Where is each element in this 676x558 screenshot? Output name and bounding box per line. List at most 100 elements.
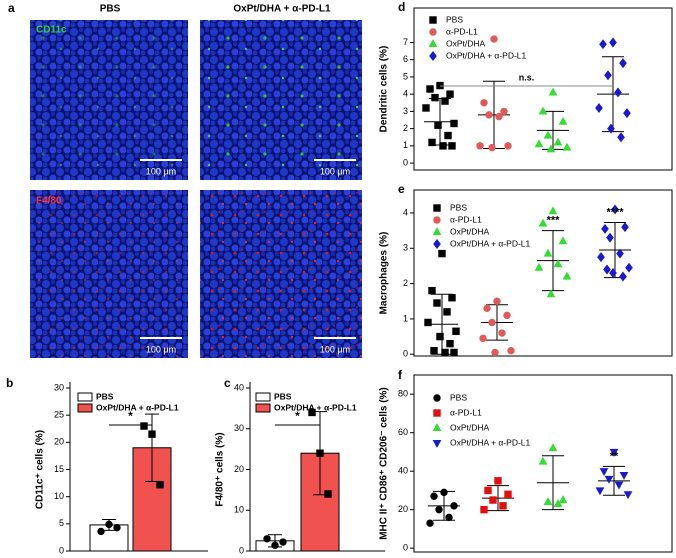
legend-label: PBS bbox=[274, 391, 292, 401]
y-axis-label: CD11c⁺ cells (%) bbox=[35, 430, 46, 509]
data-point bbox=[484, 486, 492, 495]
y-tick-label: 4 bbox=[403, 207, 408, 217]
legend-label: PBS bbox=[450, 202, 467, 212]
data-point bbox=[507, 347, 515, 355]
panel-label: e bbox=[398, 182, 405, 196]
y-tick-label: 40 bbox=[234, 382, 244, 392]
legend-marker bbox=[432, 423, 442, 432]
data-point bbox=[562, 142, 572, 151]
legend-label: OxPt/DHA + α-PD-L1 bbox=[446, 50, 527, 60]
y-tick-label: 40 bbox=[398, 466, 408, 476]
scale-bar-label: 100 μm bbox=[320, 166, 350, 176]
data-point bbox=[562, 271, 572, 280]
data-point bbox=[543, 497, 553, 506]
data-point bbox=[434, 121, 442, 129]
data-point bbox=[504, 142, 512, 150]
data-point bbox=[617, 132, 625, 143]
data-point bbox=[263, 535, 271, 543]
data-point bbox=[446, 90, 454, 98]
data-point bbox=[156, 481, 164, 489]
y-tick-label: 20 bbox=[398, 504, 408, 514]
data-point bbox=[599, 39, 607, 50]
data-point bbox=[538, 456, 548, 465]
data-point bbox=[271, 541, 279, 549]
y-axis-label: Dendritic cells (%) bbox=[379, 46, 390, 133]
plot-frame bbox=[413, 7, 673, 171]
data-point bbox=[614, 481, 624, 490]
legend-label: OxPt/DHA + α-PD-L1 bbox=[96, 402, 179, 412]
data-point bbox=[499, 502, 507, 510]
legend-marker bbox=[429, 28, 437, 36]
data-point bbox=[546, 289, 556, 298]
data-point bbox=[619, 471, 629, 480]
y-axis-label: MHC II⁺ CD86⁺ CD206⁻ cells (%) bbox=[379, 387, 390, 540]
data-point bbox=[614, 87, 622, 98]
data-point bbox=[426, 85, 434, 93]
data-point bbox=[433, 299, 441, 307]
y-tick-label: 80 bbox=[398, 389, 408, 399]
plot-frame bbox=[413, 374, 673, 553]
data-point bbox=[430, 492, 438, 500]
y-tick-label: 20 bbox=[234, 464, 244, 474]
y-axis-label: Macrophages (%) bbox=[379, 232, 390, 315]
legend-marker bbox=[433, 204, 441, 212]
data-point bbox=[485, 111, 493, 119]
data-point bbox=[426, 519, 434, 527]
data-point bbox=[616, 248, 624, 259]
legend-label: α-PD-L1 bbox=[450, 407, 482, 417]
legend-label: α-PD-L1 bbox=[446, 26, 478, 36]
y-tick-label: 0 bbox=[59, 545, 64, 555]
data-point bbox=[324, 490, 332, 498]
data-point bbox=[279, 538, 287, 546]
legend-label: PBS bbox=[450, 392, 467, 402]
data-point bbox=[500, 107, 508, 116]
data-point bbox=[489, 496, 497, 504]
data-point bbox=[450, 502, 458, 510]
data-point bbox=[595, 487, 605, 496]
data-point bbox=[558, 116, 568, 125]
micrograph: 100 μm bbox=[200, 20, 362, 180]
data-point bbox=[491, 348, 499, 357]
column-header: PBS bbox=[100, 4, 121, 15]
data-point bbox=[148, 430, 156, 438]
y-tick-label: 2 bbox=[403, 123, 408, 133]
y-tick-label: 0 bbox=[403, 157, 408, 167]
data-point bbox=[619, 58, 627, 69]
data-point bbox=[604, 70, 612, 81]
legend-label: PBS bbox=[96, 391, 114, 401]
legend-label: OxPt/DHA + α-PD-L1 bbox=[450, 238, 531, 248]
data-point bbox=[438, 249, 446, 258]
data-point bbox=[548, 443, 558, 452]
data-point bbox=[595, 102, 603, 113]
data-point bbox=[480, 505, 488, 514]
y-tick-label: 0 bbox=[239, 545, 244, 555]
data-point bbox=[452, 327, 460, 335]
y-tick-label: 0 bbox=[403, 349, 408, 359]
legend-swatch bbox=[77, 403, 93, 413]
data-point bbox=[553, 499, 563, 507]
data-point bbox=[611, 204, 619, 215]
data-point bbox=[599, 468, 609, 477]
y-tick-label: 3 bbox=[403, 106, 408, 116]
stain-label: CD11c bbox=[36, 25, 67, 36]
data-point bbox=[436, 332, 444, 341]
plot-frame bbox=[413, 189, 673, 357]
significance-label: n.s. bbox=[519, 72, 535, 82]
micrograph: CD11c 100 μm bbox=[30, 20, 188, 180]
significance-label: ** bbox=[610, 450, 619, 462]
data-point bbox=[607, 123, 615, 134]
y-tick-label: 7 bbox=[403, 37, 408, 47]
data-point bbox=[609, 268, 617, 278]
data-point bbox=[428, 138, 436, 147]
panel-label: b bbox=[6, 376, 13, 390]
data-point bbox=[445, 513, 453, 522]
y-tick-label: 60 bbox=[398, 427, 408, 437]
data-point bbox=[494, 477, 502, 485]
data-point bbox=[504, 490, 512, 498]
data-point bbox=[430, 347, 438, 355]
scale-bar-label: 100 μm bbox=[146, 344, 176, 354]
data-point bbox=[448, 294, 456, 302]
data-point bbox=[483, 304, 491, 313]
data-point bbox=[488, 143, 496, 152]
